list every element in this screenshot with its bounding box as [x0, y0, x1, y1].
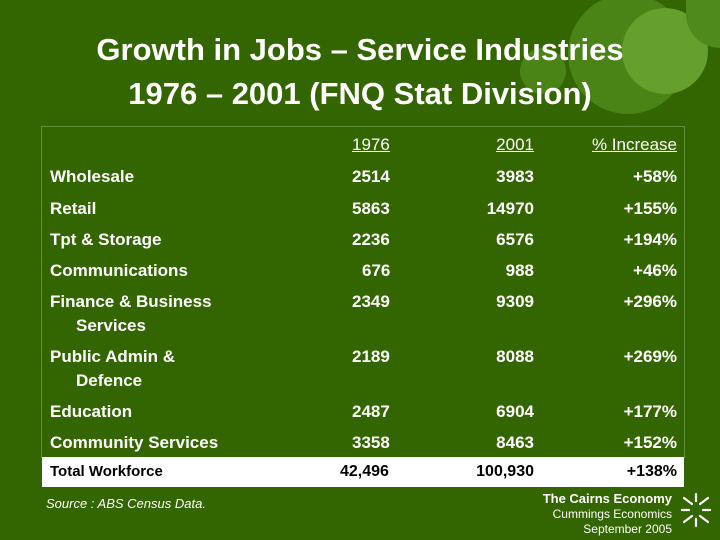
row-1976: 2514	[352, 167, 390, 186]
row-1976: 2189	[352, 347, 390, 366]
row-label: Public Admin & Defence	[50, 347, 175, 390]
row-1976: 2236	[352, 230, 390, 249]
source-note: Source : ABS Census Data.	[46, 496, 206, 511]
row-label: Tpt & Storage	[50, 230, 162, 249]
row-2001: 988	[505, 261, 534, 280]
row-increase: +152%	[623, 433, 677, 452]
title-line-1: Growth in Jobs – Service Industries	[96, 32, 624, 67]
total-increase: +138%	[626, 463, 677, 480]
total-label: Total Workforce	[50, 463, 163, 480]
row-2001: 9309	[496, 292, 534, 311]
row-2001: 3983	[496, 167, 534, 186]
total-1976: 42,496	[340, 463, 389, 480]
slide-title: Growth in Jobs – Service Industries 1976…	[0, 28, 720, 116]
header-1976: 1976	[352, 135, 390, 154]
row-2001: 8463	[496, 433, 534, 452]
row-2001: 8088	[496, 347, 534, 366]
row-label: Education	[50, 402, 133, 421]
credit-block: The Cairns Economy Cummings Economics Se…	[543, 490, 672, 537]
row-label: Finance & Business Services	[50, 292, 212, 335]
row-2001: 14970	[486, 199, 534, 218]
row-2001: 6576	[496, 230, 534, 249]
row-1976: 3358	[352, 433, 390, 452]
row-increase: +155%	[623, 199, 677, 218]
row-1976: 2487	[352, 402, 390, 421]
row-2001: 6904	[496, 402, 534, 421]
row-label: Retail	[50, 199, 97, 218]
credit-author: Cummings Economics	[552, 507, 672, 521]
header-increase: % Increase	[591, 135, 677, 154]
row-label: Community Services	[50, 433, 219, 452]
title-line-2: 1976 – 2001 (FNQ Stat Division)	[128, 76, 592, 111]
decor-circle-small	[520, 48, 566, 94]
row-increase: +194%	[623, 230, 677, 249]
row-label: Wholesale	[50, 167, 135, 186]
total-2001: 100,930	[476, 463, 534, 480]
jobs-table: 1976 2001 % Increase Wholesale 2514 3983…	[42, 127, 684, 457]
cummings-logo-icon	[680, 492, 712, 528]
row-1976: 5863	[352, 199, 390, 218]
row-label: Communications	[50, 261, 188, 280]
header-2001: 2001	[496, 135, 534, 154]
row-1976: 2349	[352, 292, 390, 311]
row-increase: +58%	[633, 167, 677, 186]
row-increase: +177%	[623, 402, 677, 421]
row-1976: 676	[362, 261, 391, 280]
row-increase: +269%	[623, 347, 677, 366]
row-increase: +46%	[633, 261, 677, 280]
credit-date: September 2005	[583, 522, 672, 536]
total-workforce-row: Total Workforce 42,496 100,930 +138%	[42, 457, 684, 487]
credit-title: The Cairns Economy	[542, 491, 672, 506]
row-increase: +296%	[623, 292, 677, 311]
